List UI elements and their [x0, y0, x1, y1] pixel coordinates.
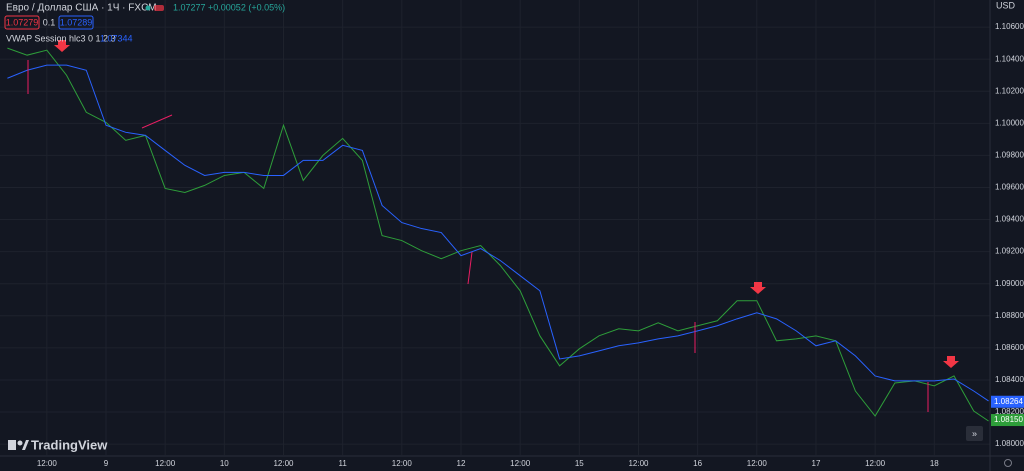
x-tick-label: 9 [104, 459, 109, 468]
brand: TradingView [31, 437, 108, 452]
annotation-line [141, 114, 173, 129]
scroll-button[interactable] [966, 426, 983, 441]
x-tick-label: 10 [220, 459, 229, 468]
sell-button[interactable] [4, 15, 40, 30]
header-quote: 1.07277 +0.00052 (+0.05%) [173, 2, 285, 12]
y-tick-label: 1.09800 [995, 151, 1024, 160]
plot [7, 47, 989, 422]
settings-icon[interactable] [1004, 459, 1012, 467]
x-tick-label: 12:00 [628, 459, 649, 468]
x-tick-label: 12 [457, 459, 466, 468]
x-tick-label: 11 [338, 459, 347, 468]
indicator-value: 1.07344 [100, 33, 133, 43]
status-dot [145, 5, 151, 11]
y-tick-label: 1.10600 [995, 22, 1024, 31]
x-tick-label: 15 [575, 459, 584, 468]
y-tick-label: 1.10000 [995, 118, 1024, 127]
x-tick-label: 17 [812, 459, 821, 468]
y-tick-label: 1.08400 [995, 375, 1024, 384]
buy-price[interactable]: 1.07289 [60, 17, 93, 27]
y-tick-label: 1.09600 [995, 183, 1024, 192]
x-tick-label: 12:00 [865, 459, 886, 468]
logo: TradingView [8, 437, 108, 452]
last-price-box [991, 414, 1024, 427]
buy-button[interactable] [58, 15, 94, 30]
x-tick-label: 12:00 [392, 459, 413, 468]
y-tick-label: 1.10200 [995, 86, 1024, 95]
arrow-marker [54, 40, 70, 52]
status-icon [154, 5, 164, 11]
series-line [7, 47, 989, 422]
series-line [7, 64, 989, 402]
y-tick-label: 1.09200 [995, 247, 1024, 256]
sell-price[interactable]: 1.07279 [6, 17, 39, 27]
x-tick-label: 12:00 [510, 459, 531, 468]
last-price-label: 1.08150 [994, 415, 1023, 424]
x-tick-label: 12:00 [37, 459, 58, 468]
spread: 0.1 [43, 17, 56, 27]
y-tick-label: 1.08800 [995, 311, 1024, 320]
y-tick-label: 1.09400 [995, 215, 1024, 224]
arrow-marker [750, 282, 766, 294]
chart-title: Евро / Доллар США · 1Ч · FXCM [6, 3, 157, 14]
arrow-marker [943, 356, 959, 368]
x-tick-label: 18 [930, 459, 939, 468]
logo-mark [8, 440, 16, 450]
x-tick-label: 12:00 [273, 459, 294, 468]
last-price-box [991, 395, 1024, 408]
logo-mark [22, 440, 29, 450]
last-price-label: 1.08264 [994, 397, 1023, 406]
annotations [27, 40, 959, 412]
x-tick-label: 12:00 [155, 459, 176, 468]
currency-label: USD [996, 0, 1016, 10]
scroll-icon[interactable]: » [972, 428, 977, 438]
x-tick-label: 12:00 [747, 459, 768, 468]
y-tick-label: 1.08000 [995, 439, 1024, 448]
y-tick-label: 1.08600 [995, 343, 1024, 352]
x-tick-label: 16 [693, 459, 702, 468]
y-tick-label: 1.08200 [995, 407, 1024, 416]
legend-entry: VWAP Session hlc3 0 1 2 3 [6, 33, 116, 43]
annotation-line [467, 251, 473, 285]
y-tick-label: 1.10400 [995, 54, 1024, 63]
logo-mark [17, 440, 23, 446]
y-tick-label: 1.09000 [995, 279, 1024, 288]
